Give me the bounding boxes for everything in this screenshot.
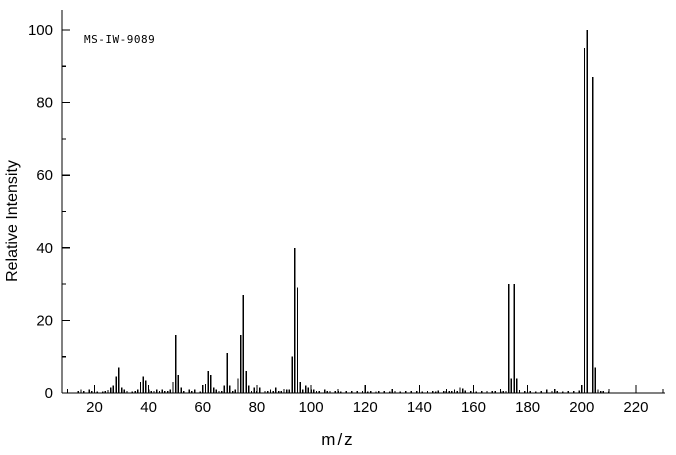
y-tick-label: 0 (45, 385, 53, 402)
x-tick-label: 120 (353, 399, 378, 416)
y-axis-label: Relative Intensity (4, 160, 21, 282)
y-tick-label: 80 (36, 95, 53, 112)
x-tick-label: 180 (515, 399, 540, 416)
x-tick-label: 160 (461, 399, 486, 416)
y-tick-label: 20 (36, 312, 53, 329)
x-tick-label: 20 (86, 399, 103, 416)
x-axis-label: m/z (321, 430, 355, 449)
spectrum-id-annotation: MS-IW-9089 (84, 33, 156, 46)
x-tick-label: 220 (623, 399, 648, 416)
x-tick-label: 80 (249, 399, 266, 416)
x-tick-label: 40 (140, 399, 157, 416)
x-tick-label: 200 (569, 399, 594, 416)
x-tick-label: 100 (299, 399, 324, 416)
y-tick-label: 60 (36, 167, 53, 184)
x-tick-label: 140 (407, 399, 432, 416)
y-tick-label: 40 (36, 240, 53, 257)
y-tick-label: 100 (28, 22, 53, 39)
x-tick-label: 60 (194, 399, 211, 416)
